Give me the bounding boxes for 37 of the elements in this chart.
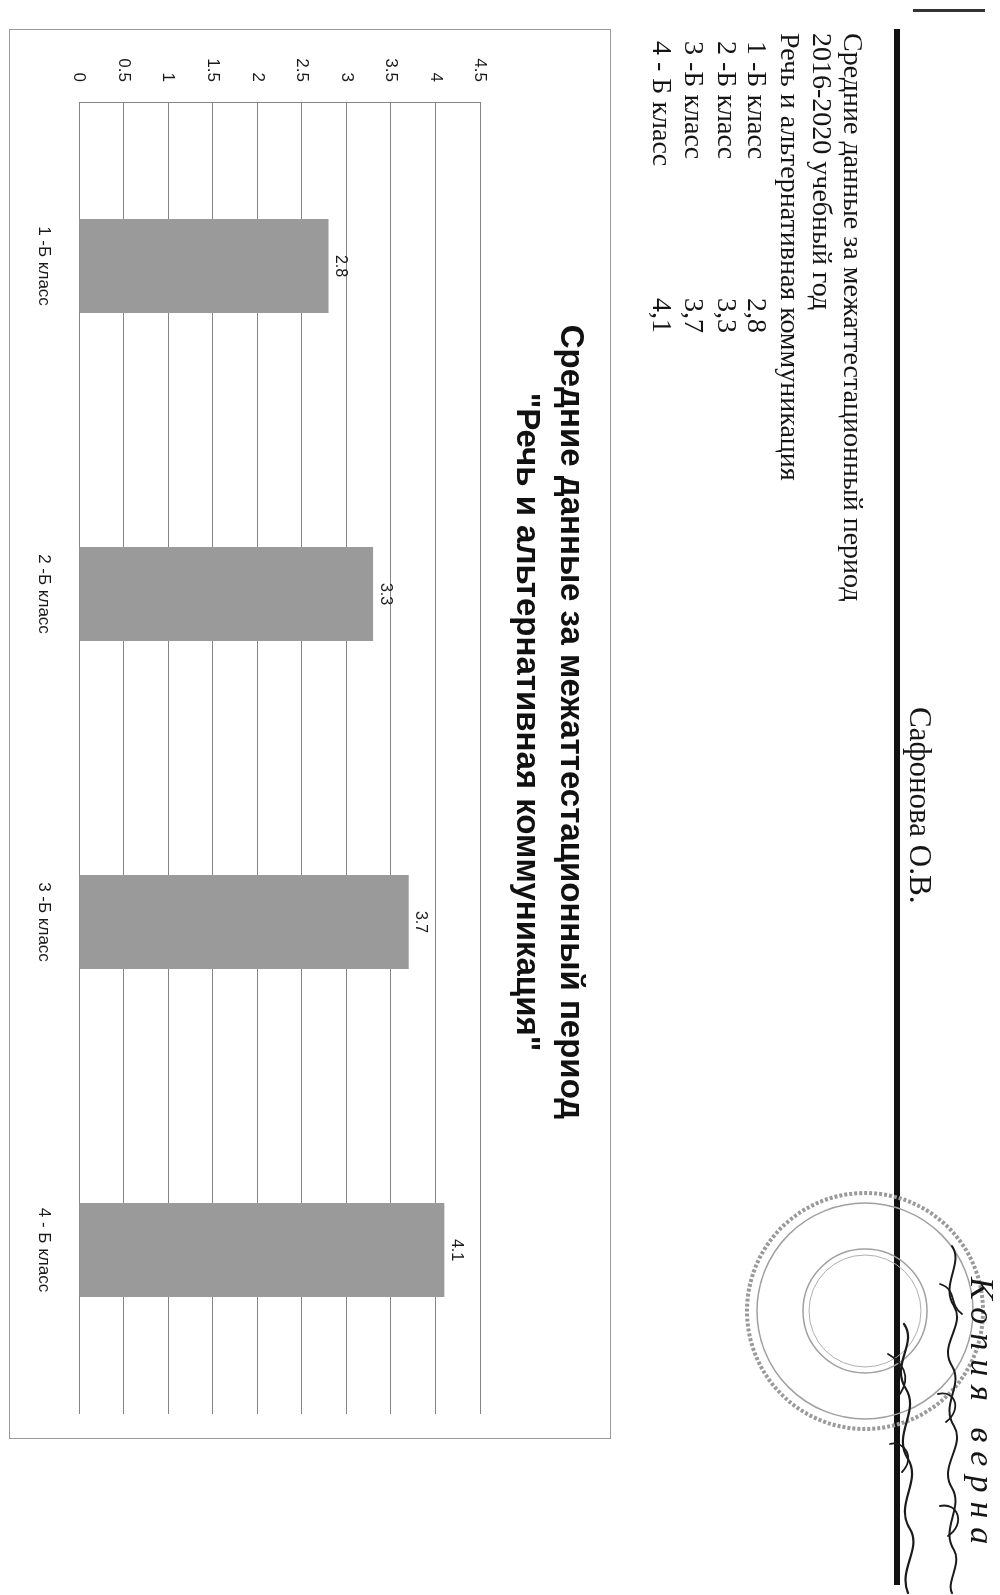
text: 3,3	[712, 298, 743, 333]
x-tick-label: 0.5	[114, 58, 134, 82]
text: Сафонова О.В.	[902, 707, 938, 904]
text: 4 - Б класс	[647, 41, 678, 167]
bar	[79, 218, 329, 314]
text: 1 -Б класс	[742, 41, 773, 160]
data-label: 3.3	[377, 582, 395, 606]
text: Средние данные за межаттестационный период "Речь и альтернативная коммуникация"	[509, 324, 591, 1120]
y-tick-label: 1 -Б класс	[35, 226, 55, 307]
data-label: 2.8	[333, 254, 351, 278]
text: 3,7	[679, 298, 710, 333]
bar	[79, 546, 374, 642]
text: 3 -Б класс	[679, 41, 710, 160]
data-label: 3.7	[413, 910, 431, 934]
x-tick-label: 2	[248, 72, 268, 82]
bar	[79, 874, 409, 970]
text: Копия верна	[964, 1277, 1000, 1554]
x-tick-label: 0	[70, 72, 90, 82]
text: Средние данные за межаттестационный период	[838, 33, 869, 602]
text: 2 -Б класс	[712, 41, 743, 160]
data-label: 4.1	[448, 1238, 466, 1262]
x-tick-label: 1.5	[203, 58, 223, 82]
text: 2,8	[742, 298, 773, 333]
text: 2016-2020 учебный год	[807, 33, 838, 311]
x-tick-label: 1	[159, 72, 179, 82]
y-tick-label: 4 - Б класс	[35, 1207, 55, 1293]
bar	[79, 1202, 445, 1298]
y-tick-label: 3 -Б класс	[35, 882, 55, 963]
y-tick-label: 2 -Б класс	[35, 554, 55, 635]
x-tick-label: 3	[337, 72, 357, 82]
x-tick-label: 4	[426, 72, 446, 82]
text: Речь и альтернативная коммуникация	[775, 33, 806, 481]
x-tick-label: 3.5	[382, 58, 402, 82]
chart-frame: Средние данные за межаттестационный период "Речь и альтернативная коммуникация" 0 0.5 1 1.5 2 2.5 3 3.5 4 4.5 1 -Б класс 2 -Б класс 3 -Б класс 4 - Б класс 2.8 3.3 3.7 4.1	[9, 29, 611, 1439]
x-tick-label: 4.5	[471, 58, 491, 82]
x-tick-label: 2.5	[293, 58, 313, 82]
text: 4,1	[647, 298, 678, 333]
